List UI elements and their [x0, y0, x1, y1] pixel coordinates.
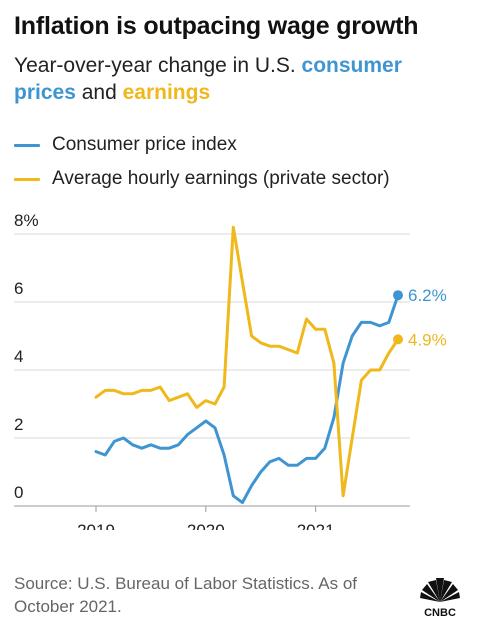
chart-legend: Consumer price index Average hourly earn…	[14, 128, 390, 196]
subtitle-prefix: Year-over-year change in U.S.	[14, 54, 302, 77]
series-end-label-cpi: 6.2%	[408, 286, 447, 305]
series-end-marker-earnings	[393, 334, 403, 345]
x-tick-label: 2021	[297, 521, 335, 530]
chart-subtitle: Year-over-year change in U.S. consumer p…	[14, 52, 464, 106]
y-tick-label: 4	[14, 347, 23, 366]
series-line-earnings	[94, 225, 400, 498]
x-tick-label: 2020	[187, 521, 225, 530]
series-line-cpi	[94, 293, 400, 505]
x-tick-label: 2019	[77, 521, 115, 530]
y-tick-label: 6	[14, 279, 23, 298]
legend-label-cpi: Consumer price index	[52, 134, 237, 155]
y-tick-label: 8%	[14, 211, 39, 230]
legend-swatch-cpi	[14, 143, 40, 147]
legend-label-earnings: Average hourly earnings (private sector)	[52, 168, 390, 189]
legend-item-earnings: Average hourly earnings (private sector)	[14, 162, 390, 196]
subtitle-consumer-prices: consumer prices	[14, 54, 402, 104]
y-tick-label: 2	[14, 415, 23, 434]
source-note: Source: U.S. Bureau of Labor Statistics.…	[14, 574, 358, 616]
series-end-label-earnings: 4.9%	[408, 330, 447, 349]
legend-swatch-earnings	[14, 177, 40, 181]
cnbc-peacock-logo: CNBC	[420, 578, 460, 619]
legend-item-cpi: Consumer price index	[14, 128, 390, 162]
chart-title: Inflation is outpacing wage growth	[14, 12, 419, 40]
peacock-feathers	[420, 578, 460, 602]
cnbc-logo-text: CNBC	[424, 607, 456, 619]
subtitle-earnings: earnings	[122, 81, 211, 104]
line-chart: 0 2 4 6 8% 2019 2020 2021 6.2% 4.9%	[14, 211, 447, 530]
subtitle-and: and	[75, 81, 123, 104]
series-end-marker-cpi	[393, 290, 403, 301]
y-tick-label: 0	[14, 483, 23, 502]
